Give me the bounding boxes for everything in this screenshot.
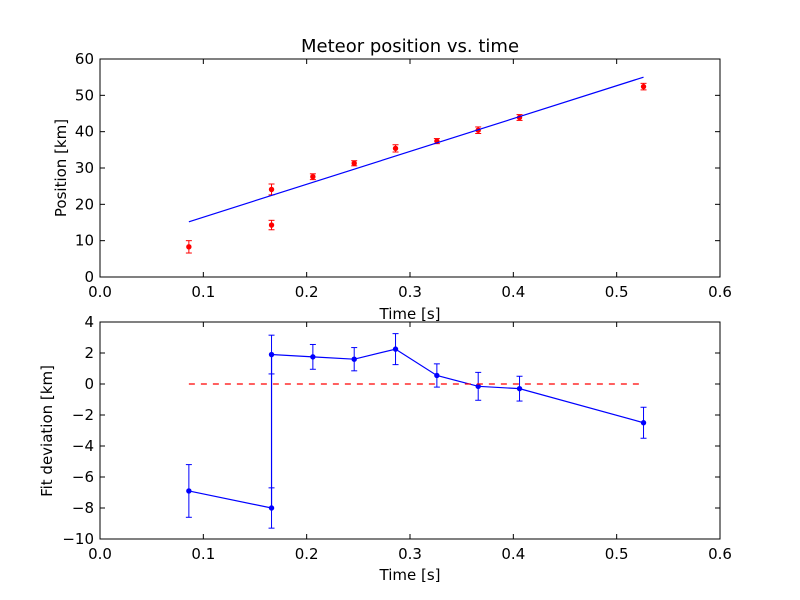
x-tick-label: 0.6 <box>708 283 732 301</box>
x-tick-label: 0.3 <box>398 283 422 301</box>
data-point <box>268 186 275 193</box>
x-axis-label: Time [s] <box>379 305 441 323</box>
x-axis-label: Time [s] <box>379 566 441 584</box>
data-point <box>640 420 647 426</box>
data-point <box>268 505 275 511</box>
data-point <box>351 160 357 166</box>
data-point <box>310 354 316 360</box>
y-tick-label: 0 <box>84 375 94 393</box>
data-point <box>310 174 316 180</box>
y-tick-label: 4 <box>84 313 94 331</box>
fit-line <box>188 76 644 223</box>
y-tick-label: −4 <box>72 437 94 455</box>
x-tick-label: 0.2 <box>295 545 319 563</box>
data-point <box>434 372 440 379</box>
y-axis-label: Position [km] <box>52 119 70 217</box>
y-tick-label: 10 <box>75 232 94 250</box>
x-tick-label: 0.3 <box>398 545 422 563</box>
data-point <box>392 145 399 152</box>
x-tick-label: 0.2 <box>295 283 319 301</box>
chart-title: Meteor position vs. time <box>301 36 519 57</box>
y-tick-label: 60 <box>75 50 94 68</box>
y-tick-label: −2 <box>72 406 94 424</box>
x-tick-label: 0.1 <box>191 545 215 563</box>
x-tick-label: 0.4 <box>501 545 525 563</box>
data-point <box>186 488 192 494</box>
y-tick-label: −8 <box>72 499 94 517</box>
data-point <box>516 385 523 392</box>
x-tick-label: 0.5 <box>605 283 629 301</box>
y-tick-label: 40 <box>75 123 94 141</box>
x-tick-label: 0.1 <box>191 283 215 301</box>
deviation-plot-area: 0.0 0.1 0.2 0.3 0.4 0.5 0.6 −10 −8 −6 −4 −2 0 2 4 <box>62 313 732 563</box>
axes-frame <box>99 321 721 540</box>
y-tick-label: 20 <box>75 195 94 213</box>
position-panel: Meteor position vs. time 0.0 0.1 0.2 0.3 0.4… <box>52 36 732 323</box>
y-tick-label: 30 <box>75 159 94 177</box>
y-tick-label: −10 <box>62 530 94 548</box>
x-tick-label: 0.0 <box>88 545 112 563</box>
data-point <box>640 83 647 90</box>
data-point <box>268 222 275 228</box>
axes-frame <box>99 58 721 278</box>
data-point <box>351 356 357 362</box>
position-plot-area: 0.0 0.1 0.2 0.3 0.4 0.5 0.6 0 10 20 30 40 50 60 <box>75 50 732 301</box>
data-point <box>268 351 275 358</box>
deviation-line <box>188 348 644 509</box>
x-tick-label: 0.6 <box>708 545 732 563</box>
data-point <box>186 244 192 250</box>
y-axis-label: Fit deviation [km] <box>38 365 56 497</box>
x-tick-label: 0.4 <box>501 283 525 301</box>
x-tick-label: 0.5 <box>605 545 629 563</box>
data-point <box>475 383 481 390</box>
y-tick-label: −6 <box>72 468 94 486</box>
x-tick-label: 0.0 <box>88 283 112 301</box>
deviation-panel: 0.0 0.1 0.2 0.3 0.4 0.5 0.6 −10 −8 −6 −4 −2 0 2 4 Time… <box>38 313 732 584</box>
y-tick-label: 2 <box>84 344 94 362</box>
y-tick-label: 50 <box>75 86 94 104</box>
data-point <box>392 346 399 352</box>
y-tick-label: 0 <box>84 268 94 286</box>
